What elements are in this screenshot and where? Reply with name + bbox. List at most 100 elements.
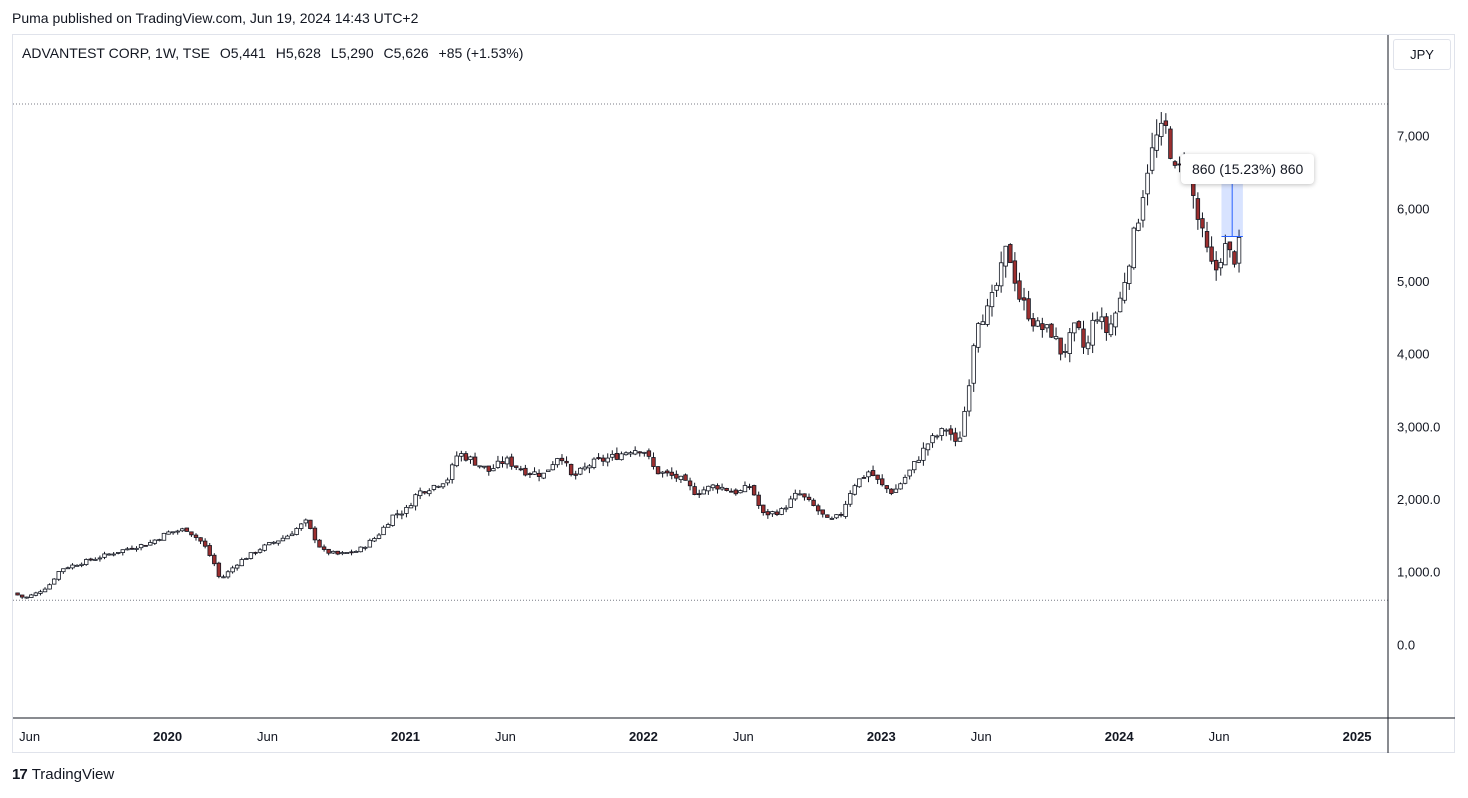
candle-up — [866, 471, 871, 478]
candle-up — [980, 321, 986, 325]
candle-up — [1067, 332, 1072, 354]
candle-down — [1172, 161, 1178, 166]
candle-up — [1236, 237, 1242, 264]
candle-up — [1140, 197, 1146, 221]
candle-down — [349, 551, 354, 554]
candle-up — [51, 578, 57, 585]
candle-down — [536, 472, 542, 477]
candle-up — [262, 544, 267, 551]
x-tick-label: 2023 — [867, 729, 896, 744]
candle-up — [459, 453, 464, 457]
candle-up — [42, 588, 48, 593]
candle-down — [637, 451, 642, 454]
candle-down — [875, 474, 880, 480]
x-tick-label: Jun — [1209, 729, 1230, 744]
candle-up — [1044, 324, 1050, 329]
candle-up — [1117, 297, 1123, 313]
candle-up — [234, 564, 240, 569]
candle-down — [335, 550, 341, 555]
candle-down — [1195, 198, 1201, 220]
candle-up — [1095, 319, 1100, 322]
candle-up — [619, 453, 624, 461]
candle-down — [564, 460, 569, 464]
candle-up — [294, 528, 299, 535]
candle-up — [353, 551, 359, 553]
candle-up — [47, 584, 52, 590]
tradingview-logo[interactable]: 17 TradingView — [12, 766, 114, 783]
candle-down — [880, 478, 885, 486]
candle-up — [266, 542, 272, 546]
candle-down — [651, 457, 656, 467]
candle-down — [212, 554, 217, 565]
candle-up — [1053, 336, 1059, 340]
candle-up — [363, 546, 368, 549]
candle-down — [568, 463, 574, 476]
candle-up — [582, 466, 588, 470]
candle-up — [1149, 147, 1155, 171]
candle-up — [111, 553, 116, 556]
candle-down — [674, 473, 679, 479]
legend-change: +85 (+1.53%) — [438, 45, 524, 61]
candle-up — [280, 537, 286, 542]
candle-up — [395, 513, 400, 516]
candle-down — [1058, 337, 1063, 355]
candle-down — [1026, 298, 1031, 320]
candle-up — [710, 484, 716, 489]
candle-up — [482, 465, 487, 468]
currency-button[interactable]: JPY — [1393, 39, 1451, 70]
legend-symbol: ADVANTEST CORP, 1W, TSE — [22, 45, 211, 61]
candle-down — [308, 519, 313, 529]
x-tick-label: Jun — [257, 729, 278, 744]
candle-up — [106, 553, 112, 556]
candle-up — [857, 478, 862, 488]
candle-up — [116, 552, 121, 554]
candle-up — [477, 465, 482, 468]
candle-down — [1049, 323, 1054, 338]
candle-up — [578, 467, 583, 475]
candle-down — [518, 468, 524, 471]
y-tick-label: 0.0 — [1397, 637, 1415, 652]
candle-up — [436, 485, 441, 488]
candle-up — [912, 461, 917, 471]
candle-up — [125, 548, 130, 551]
candle-up — [331, 550, 336, 554]
candle-down — [596, 457, 601, 460]
candle-down — [253, 551, 258, 554]
candle-up — [989, 292, 995, 308]
candle-up — [417, 490, 423, 497]
candle-up — [966, 385, 972, 412]
candle-up — [847, 493, 853, 505]
candle-down — [193, 534, 199, 538]
candle-down — [1104, 316, 1109, 333]
candle-up — [829, 517, 835, 520]
candle-down — [1213, 259, 1219, 271]
candle-down — [861, 477, 867, 479]
x-tick-label: Jun — [19, 729, 40, 744]
candle-up — [1131, 227, 1137, 269]
candle-down — [1040, 323, 1045, 330]
candle-up — [587, 465, 592, 469]
candle-up — [834, 514, 839, 519]
candle-up — [783, 507, 789, 510]
candle-up — [1127, 265, 1132, 284]
candle-up — [157, 539, 162, 541]
candle-down — [683, 474, 688, 481]
tradingview-logo-icon: 17 — [12, 766, 28, 783]
candle-up — [930, 435, 935, 444]
candle-up — [921, 447, 926, 461]
y-tick-label: 2,000.0 — [1397, 492, 1440, 507]
candle-down — [500, 461, 505, 465]
candle-up — [793, 492, 798, 500]
candle-down — [1232, 251, 1237, 265]
candle-up — [166, 531, 171, 535]
candle-up — [610, 453, 615, 458]
candle-down — [184, 527, 190, 532]
candle-up — [998, 262, 1004, 287]
candle-up — [303, 519, 308, 524]
candle-up — [706, 485, 711, 492]
candle-up — [276, 540, 281, 544]
candle-down — [697, 493, 702, 496]
candle-up — [161, 532, 167, 541]
candle-up — [38, 591, 43, 594]
